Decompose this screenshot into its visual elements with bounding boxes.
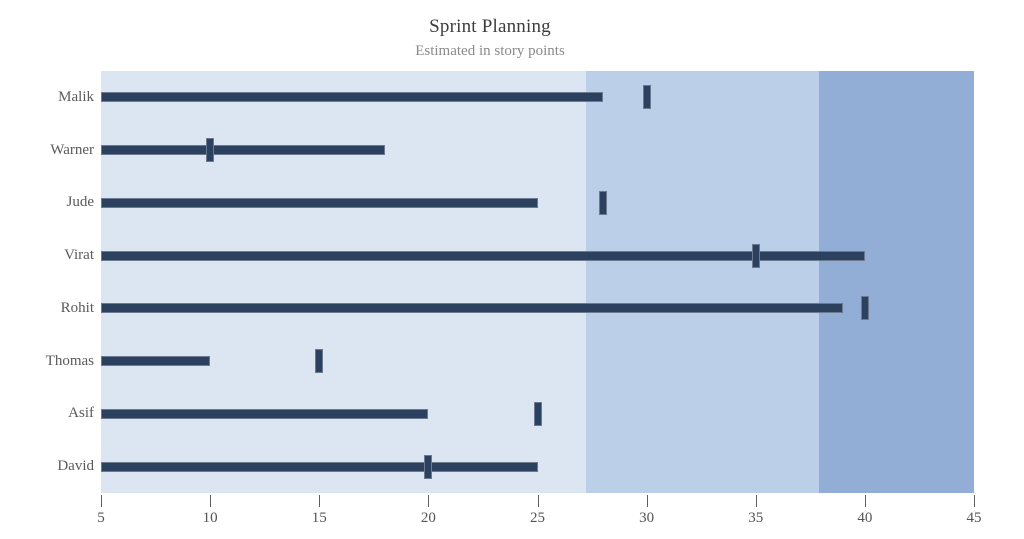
estimate-bar-jude[interactable] bbox=[101, 197, 538, 208]
row-label-thomas: Thomas bbox=[45, 352, 94, 369]
estimate-bar-virat[interactable] bbox=[101, 250, 865, 261]
qualitative-band-3 bbox=[819, 71, 974, 493]
x-tick-35 bbox=[755, 495, 757, 507]
row-david bbox=[101, 440, 974, 493]
target-marker-warner[interactable] bbox=[206, 138, 215, 163]
estimate-bar-rohit[interactable] bbox=[101, 303, 844, 314]
estimate-bar-asif[interactable] bbox=[101, 408, 429, 419]
x-tick-label-20: 20 bbox=[420, 510, 436, 526]
estimate-bar-warner[interactable] bbox=[101, 145, 385, 156]
estimate-bar-david[interactable] bbox=[101, 461, 538, 472]
qualitative-band-1 bbox=[101, 71, 586, 493]
x-tick-10 bbox=[210, 495, 212, 507]
x-tick-label-5: 5 bbox=[97, 510, 105, 526]
row-label-warner: Warner bbox=[50, 141, 94, 158]
row-label-david: David bbox=[57, 458, 94, 475]
row-label-jude: Jude bbox=[66, 194, 95, 211]
row-label-rohit: Rohit bbox=[60, 299, 94, 316]
category-labels: Malik Warner Jude Virat Rohit Thomas Asif David bbox=[0, 71, 96, 493]
row-warner bbox=[101, 124, 974, 177]
row-virat bbox=[101, 229, 974, 282]
plot-area bbox=[101, 71, 974, 493]
row-label-malik: Malik bbox=[58, 88, 94, 105]
x-tick-45 bbox=[974, 495, 975, 507]
target-marker-david[interactable] bbox=[424, 454, 433, 479]
x-tick-label-45: 45 bbox=[966, 510, 982, 526]
x-axis: 5 10 15 20 25 30 35 40 45 bbox=[97, 493, 982, 539]
x-tick-40 bbox=[864, 495, 866, 507]
row-thomas bbox=[101, 335, 974, 388]
x-tick-20 bbox=[428, 495, 430, 507]
target-marker-rohit[interactable] bbox=[860, 296, 869, 321]
target-marker-thomas[interactable] bbox=[315, 349, 324, 374]
x-tick-label-15: 15 bbox=[311, 510, 327, 526]
x-tick-label-25: 25 bbox=[530, 510, 545, 526]
x-tick-15 bbox=[319, 495, 321, 507]
row-rohit bbox=[101, 282, 974, 335]
estimate-bar-malik[interactable] bbox=[101, 92, 603, 103]
row-label-asif: Asif bbox=[68, 405, 94, 422]
chart-subtitle: Estimated in story points bbox=[415, 43, 565, 59]
chart-title: Sprint Planning bbox=[429, 16, 551, 37]
row-label-virat: Virat bbox=[64, 247, 94, 264]
x-tick-label-40: 40 bbox=[857, 510, 873, 526]
x-tick-label-30: 30 bbox=[639, 510, 655, 526]
estimate-bar-thomas[interactable] bbox=[101, 356, 211, 367]
target-marker-malik[interactable] bbox=[642, 85, 651, 110]
x-tick-25 bbox=[537, 495, 539, 507]
target-marker-asif[interactable] bbox=[533, 401, 542, 426]
row-asif bbox=[101, 388, 974, 441]
qualitative-band-2 bbox=[585, 71, 820, 493]
x-tick-5 bbox=[101, 495, 102, 507]
x-tick-label-10: 10 bbox=[202, 510, 218, 526]
x-tick-30 bbox=[646, 495, 648, 507]
target-marker-virat[interactable] bbox=[751, 243, 760, 268]
target-marker-jude[interactable] bbox=[598, 190, 607, 215]
row-malik bbox=[101, 71, 974, 124]
row-jude bbox=[101, 177, 974, 230]
x-tick-label-35: 35 bbox=[748, 510, 764, 526]
